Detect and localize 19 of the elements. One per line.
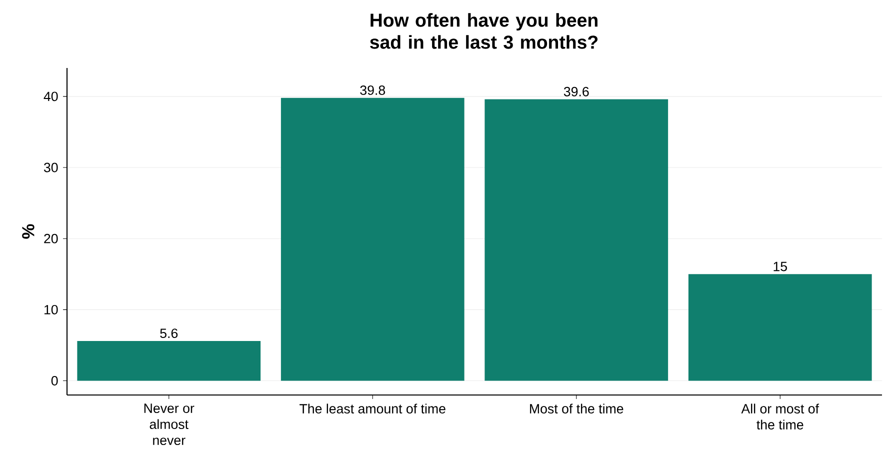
y-tick-label: 30	[44, 162, 58, 172]
y-axis-title: %	[22, 224, 34, 239]
y-tick-label: 0	[51, 376, 58, 386]
y-tick-label: 10	[44, 304, 58, 314]
y-tick-label: 40	[44, 91, 58, 101]
data-label: 15	[774, 262, 787, 271]
x-tick-label: Never or almost never	[144, 403, 194, 445]
bar	[77, 340, 261, 381]
x-tick-label: All or most of the time	[741, 403, 820, 430]
data-label: 39.8	[360, 85, 386, 95]
data-label: 5.6	[160, 328, 178, 338]
bar	[688, 274, 872, 381]
bar	[484, 99, 668, 381]
data-label: 39.6	[564, 86, 589, 96]
chart-title: How often have you been sad in the last 3 months?	[370, 12, 598, 49]
bar	[280, 98, 464, 381]
x-tick-label: The least amount of time	[300, 403, 446, 414]
y-tick-label: 20	[44, 234, 58, 244]
x-tick-label: Most of the time	[530, 403, 624, 414]
